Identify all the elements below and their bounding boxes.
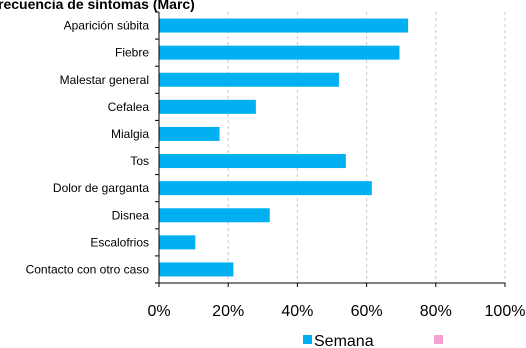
category-label: Cefalea <box>108 100 150 114</box>
chart-title: recuencia de síntomas (Marc) <box>0 0 195 12</box>
x-tick-labels: 0% 20% 40% 60% 80% 100% <box>147 283 525 320</box>
category-label: Disnea <box>112 208 150 222</box>
axes <box>155 12 505 287</box>
bar <box>159 45 400 60</box>
x-tick-label: 20% <box>212 303 244 320</box>
bar <box>159 18 409 33</box>
x-tick-label: 0% <box>147 303 170 320</box>
bar <box>159 72 339 87</box>
category-label: Mialgia <box>111 127 149 141</box>
category-label: Dolor de garganta <box>53 181 149 195</box>
bar <box>159 181 372 196</box>
legend-label: Semana <box>314 333 374 348</box>
bar <box>159 208 270 223</box>
category-label: Malestar general <box>60 73 149 87</box>
category-label: Tos <box>130 154 149 168</box>
x-tick-label: 40% <box>281 303 313 320</box>
bar <box>159 154 346 169</box>
bar <box>159 126 220 141</box>
legend-swatch <box>303 335 312 344</box>
x-tick-label: 100% <box>485 303 526 320</box>
category-label: Aparición súbita <box>64 19 150 33</box>
legend: Semana <box>303 333 443 348</box>
category-label: Escalofrios <box>90 235 149 249</box>
bar <box>159 99 256 114</box>
legend-swatch <box>434 335 443 344</box>
x-tick-label: 60% <box>351 303 383 320</box>
bars <box>159 18 409 277</box>
category-labels: Aparición súbita Fiebre Malestar general Ce… <box>26 11 159 276</box>
bar <box>159 262 234 277</box>
category-label: Fiebre <box>115 46 149 60</box>
x-tick-label: 80% <box>420 303 452 320</box>
bar <box>159 235 196 250</box>
category-label: Contacto con otro caso <box>26 262 150 276</box>
